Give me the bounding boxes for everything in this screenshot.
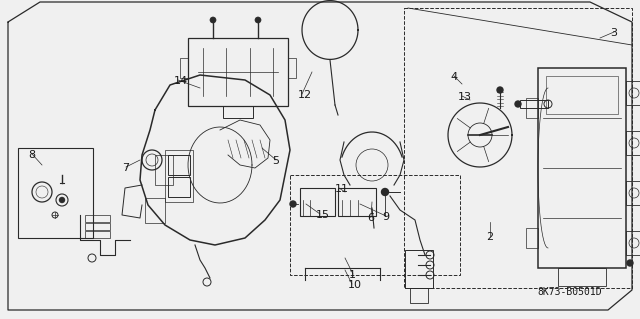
- Bar: [85, 215, 110, 222]
- Bar: [85, 223, 110, 230]
- Text: 6: 6: [367, 213, 374, 223]
- Bar: [558, 268, 606, 286]
- Bar: [168, 177, 190, 197]
- Bar: [18, 148, 93, 238]
- Bar: [145, 198, 165, 223]
- Bar: [168, 155, 190, 175]
- Text: 11: 11: [335, 184, 349, 194]
- Bar: [290, 175, 460, 275]
- Text: 12: 12: [298, 90, 312, 100]
- Bar: [520, 100, 548, 108]
- Text: 8: 8: [28, 150, 35, 160]
- Circle shape: [255, 17, 261, 23]
- Bar: [626, 181, 640, 205]
- Text: 2: 2: [486, 232, 493, 242]
- Text: 4: 4: [450, 72, 457, 82]
- Bar: [155, 155, 173, 185]
- Text: 15: 15: [316, 210, 330, 220]
- Circle shape: [210, 17, 216, 23]
- Circle shape: [627, 260, 633, 266]
- Bar: [300, 188, 335, 216]
- Text: 1: 1: [349, 270, 356, 280]
- Bar: [526, 228, 538, 248]
- Bar: [223, 106, 253, 118]
- Bar: [526, 98, 538, 118]
- Text: 13: 13: [458, 92, 472, 102]
- Circle shape: [515, 101, 521, 107]
- Bar: [85, 231, 110, 238]
- Bar: [180, 58, 188, 78]
- Bar: [188, 38, 288, 106]
- Bar: [410, 288, 428, 303]
- Text: 8K73-B0501D: 8K73-B0501D: [537, 287, 602, 297]
- Bar: [626, 131, 640, 155]
- Bar: [626, 81, 640, 105]
- Text: 10: 10: [348, 280, 362, 290]
- Circle shape: [59, 197, 65, 203]
- Bar: [538, 68, 626, 268]
- Text: 9: 9: [382, 212, 389, 222]
- Text: 7: 7: [122, 163, 129, 173]
- Bar: [405, 250, 433, 288]
- Bar: [338, 188, 376, 216]
- Bar: [546, 76, 618, 114]
- Bar: [404, 8, 632, 288]
- Bar: [626, 231, 640, 255]
- Circle shape: [290, 201, 296, 207]
- Circle shape: [497, 87, 503, 93]
- Text: 5: 5: [272, 156, 279, 166]
- Bar: [165, 150, 193, 202]
- Circle shape: [381, 189, 388, 196]
- Bar: [288, 58, 296, 78]
- Text: 3: 3: [610, 28, 617, 38]
- Text: 14: 14: [174, 76, 188, 86]
